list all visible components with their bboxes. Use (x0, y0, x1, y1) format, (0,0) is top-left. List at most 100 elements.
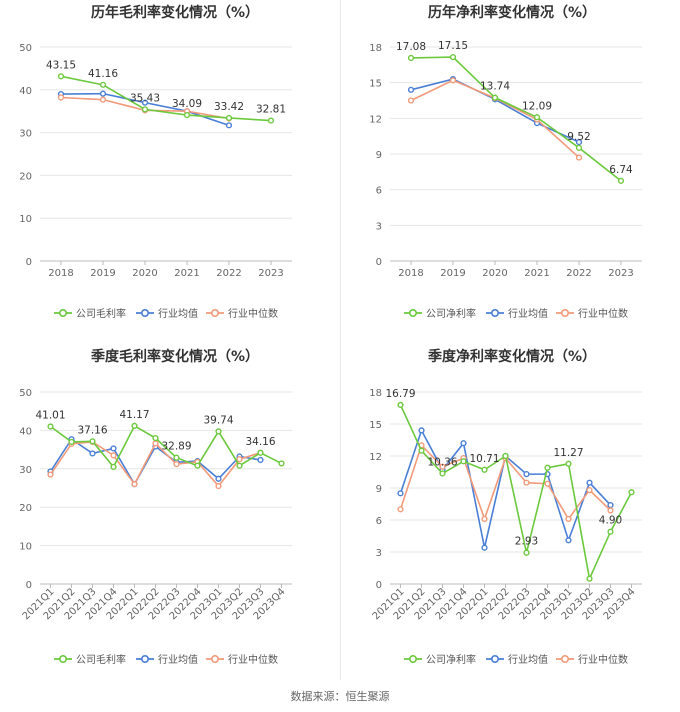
chart1-point-company[interactable] (225, 114, 233, 122)
chart4-point-company[interactable] (481, 466, 488, 473)
chart3-legend-marker-avg[interactable] (141, 654, 150, 663)
chart4-legend-label-median[interactable]: 行业中位数 (578, 653, 628, 666)
chart4-point-avg[interactable] (523, 471, 530, 478)
chart3-point-company[interactable] (47, 423, 54, 430)
chart1-point-company[interactable] (57, 73, 65, 80)
chart3-point-company[interactable] (215, 428, 222, 435)
chart4-legend-marker-median[interactable] (560, 654, 569, 663)
chart4-point-median[interactable] (397, 506, 404, 513)
chart4-point-median[interactable] (439, 463, 446, 470)
chart4-point-company[interactable] (418, 447, 425, 454)
chart1-legend-marker-company[interactable] (58, 308, 67, 317)
chart3-point-median[interactable] (131, 481, 138, 488)
chart2-legend-label-median[interactable]: 行业中位数 (578, 307, 628, 320)
chart3-point-company[interactable] (89, 438, 96, 445)
chart3-point-median[interactable] (152, 440, 159, 447)
chart1-legend-label-median[interactable]: 行业中位数 (228, 307, 278, 320)
chart3-legend-label-median[interactable]: 行业中位数 (228, 653, 278, 666)
chart2-point-avg[interactable] (407, 86, 415, 93)
chart3-point-avg[interactable] (215, 475, 222, 482)
chart2-point-company[interactable] (491, 94, 499, 101)
chart3-point-median[interactable] (173, 461, 180, 468)
chart3-legend-marker-median[interactable] (211, 654, 220, 663)
chart2-legend-label-avg[interactable]: 行业均值 (508, 307, 548, 320)
chart1-legend-marker-avg[interactable] (141, 308, 150, 317)
chart2-point-median[interactable] (575, 154, 583, 161)
chart1-point-avg[interactable] (225, 122, 233, 129)
chart4-point-median[interactable] (523, 479, 530, 486)
chart4-point-median[interactable] (544, 480, 551, 487)
chart3-legend-label-company[interactable]: 公司毛利率 (76, 653, 126, 666)
chart2-legend-label-company[interactable]: 公司净利率 (426, 307, 476, 320)
chart2-point-company[interactable] (533, 114, 541, 121)
chart2-legend-marker-median[interactable] (560, 308, 569, 317)
chart4-legend-marker-avg[interactable] (490, 654, 499, 663)
chart1-point-median[interactable] (99, 96, 107, 103)
chart4-point-company[interactable] (439, 470, 446, 477)
chart4-point-median[interactable] (481, 515, 488, 523)
chart2-point-avg[interactable] (575, 139, 583, 146)
chart1-y-tick-label: 0 (26, 257, 32, 268)
chart3-point-median[interactable] (47, 471, 54, 478)
chart4-point-company[interactable] (544, 464, 551, 471)
chart4-point-company[interactable] (397, 401, 404, 409)
chart4-point-avg[interactable] (460, 440, 467, 447)
chart3-point-company[interactable] (131, 422, 138, 430)
chart3-point-company[interactable] (173, 454, 180, 461)
chart4-legend-marker-company[interactable] (408, 654, 417, 663)
chart4-point-avg[interactable] (397, 490, 404, 497)
chart4-point-median[interactable] (586, 487, 593, 494)
chart4-point-company[interactable] (565, 460, 572, 467)
chart2-legend-marker-company[interactable] (408, 308, 417, 317)
chart3-point-avg[interactable] (89, 450, 96, 457)
chart2-point-company[interactable] (449, 54, 457, 61)
chart1-point-avg[interactable] (99, 90, 107, 97)
chart4-point-avg[interactable] (586, 479, 593, 486)
chart4-point-company[interactable] (586, 575, 593, 582)
chart3-point-company[interactable] (152, 434, 159, 442)
chart1-point-company[interactable] (99, 81, 107, 88)
chart3-point-median[interactable] (110, 452, 117, 459)
chart1-y-tick-label: 20 (19, 171, 32, 182)
chart2-point-company[interactable] (617, 177, 625, 184)
chart4-point-median[interactable] (607, 507, 614, 514)
chart3-point-company[interactable] (68, 438, 75, 446)
chart3-point-avg[interactable] (257, 456, 264, 464)
chart2-point-median[interactable] (449, 77, 457, 84)
chart3-legend-label-avg[interactable]: 行业均值 (158, 653, 198, 666)
chart4-point-company[interactable] (523, 549, 530, 556)
chart4-legend-label-avg[interactable]: 行业均值 (508, 653, 548, 666)
chart3-point-company[interactable] (194, 462, 201, 469)
chart1-x-tick-label: 2021 (174, 268, 199, 279)
chart3-point-company[interactable] (110, 463, 117, 470)
chart2-point-company[interactable] (407, 54, 415, 62)
chart1-point-company[interactable] (183, 111, 191, 119)
chart1-legend-marker-median[interactable] (211, 308, 220, 317)
chart2-legend-marker-avg[interactable] (490, 308, 499, 317)
chart4-point-avg[interactable] (607, 501, 614, 509)
chart4-legend-label-company[interactable]: 公司净利率 (426, 653, 476, 666)
chart2-point-median[interactable] (407, 97, 415, 104)
chart1-point-median[interactable] (57, 94, 65, 101)
chart3-point-company[interactable] (236, 462, 243, 469)
chart3-point-median[interactable] (215, 482, 222, 490)
chart1-legend-label-avg[interactable]: 行业均值 (158, 307, 198, 320)
chart4-point-avg[interactable] (565, 537, 572, 544)
chart4-point-company[interactable] (460, 458, 467, 465)
chart1-point-company[interactable] (141, 106, 149, 113)
chart4-point-median[interactable] (565, 515, 572, 523)
chart4-point-avg[interactable] (418, 427, 425, 434)
chart2-point-company[interactable] (575, 144, 583, 151)
chart4-point-company[interactable] (628, 489, 635, 496)
chart1-point-company[interactable] (267, 117, 275, 124)
chart3-point-company[interactable] (257, 449, 264, 456)
chart3-legend-marker-company[interactable] (58, 654, 67, 663)
chart4-point-avg[interactable] (481, 544, 488, 551)
chart4-point-company[interactable] (607, 528, 614, 535)
chart4-point-company[interactable] (502, 452, 509, 460)
chart1-legend-label-company[interactable]: 公司毛利率 (76, 307, 126, 320)
chart3-point-median[interactable] (236, 456, 243, 463)
chart1-point-avg[interactable] (141, 99, 149, 106)
chart3-point-company[interactable] (278, 460, 285, 467)
chart3-point-avg[interactable] (110, 445, 117, 452)
